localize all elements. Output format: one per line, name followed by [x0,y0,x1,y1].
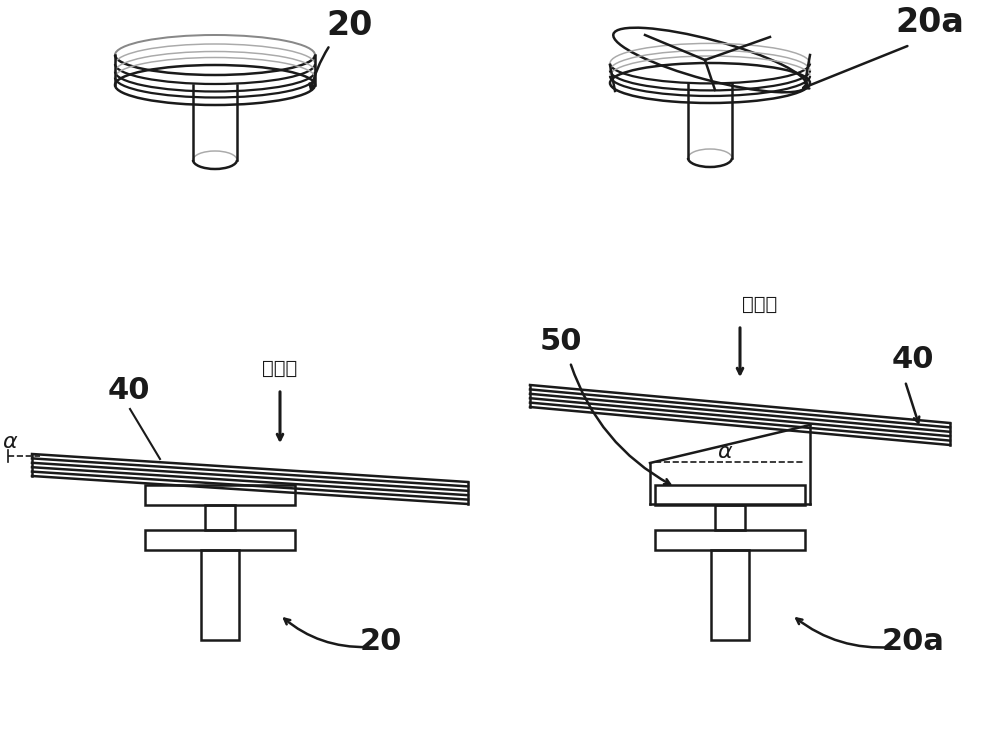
Bar [711,550,749,640]
Text: 40: 40 [892,345,934,374]
Text: α: α [2,432,17,452]
Bar [655,530,805,550]
Text: α: α [718,442,732,462]
Text: 20: 20 [327,9,373,42]
Bar [655,485,805,505]
Bar [201,550,239,640]
Bar [205,505,235,530]
Text: 20: 20 [360,627,402,656]
Bar [145,530,295,550]
Text: 电子束: 电子束 [262,359,298,378]
Text: 20a: 20a [896,6,964,39]
Bar [715,505,745,530]
Text: 50: 50 [540,327,582,356]
Text: 40: 40 [108,376,150,405]
Text: 20a: 20a [882,627,945,656]
Bar [145,485,295,505]
Text: 电子束: 电子束 [742,295,778,314]
